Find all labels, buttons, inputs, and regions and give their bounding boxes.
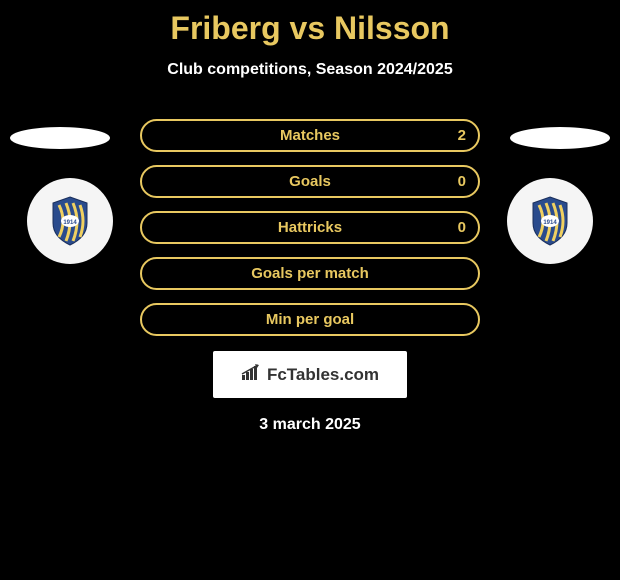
footer: FcTables.com 3 march 2025 [0,351,620,434]
stat-label: Matches [280,127,340,144]
stat-value-right: 0 [458,219,466,236]
logo-text: FcTables.com [241,363,379,386]
bar-chart-icon [241,363,263,386]
comparison-container: Matches 2 Goals 0 Hattricks 0 Goals per … [0,119,620,336]
stat-row-matches: Matches 2 [140,119,480,152]
stat-row-goals: Goals 0 [140,165,480,198]
stat-rows: Matches 2 Goals 0 Hattricks 0 Goals per … [140,119,480,336]
stat-label: Goals per match [251,265,369,282]
subtitle: Club competitions, Season 2024/2025 [0,61,620,79]
stat-label: Hattricks [278,219,342,236]
header: Friberg vs Nilsson Club competitions, Se… [0,0,620,79]
stat-value-right: 2 [458,127,466,144]
logo-box: FcTables.com [213,351,407,398]
page-title: Friberg vs Nilsson [0,10,620,47]
stat-value-right: 0 [458,173,466,190]
stat-label: Min per goal [266,311,354,328]
stat-row-hattricks: Hattricks 0 [140,211,480,244]
date-label: 3 march 2025 [0,416,620,434]
stat-row-goals-per-match: Goals per match [140,257,480,290]
stat-row-min-per-goal: Min per goal [140,303,480,336]
logo-label: FcTables.com [267,365,379,385]
stat-label: Goals [289,173,331,190]
